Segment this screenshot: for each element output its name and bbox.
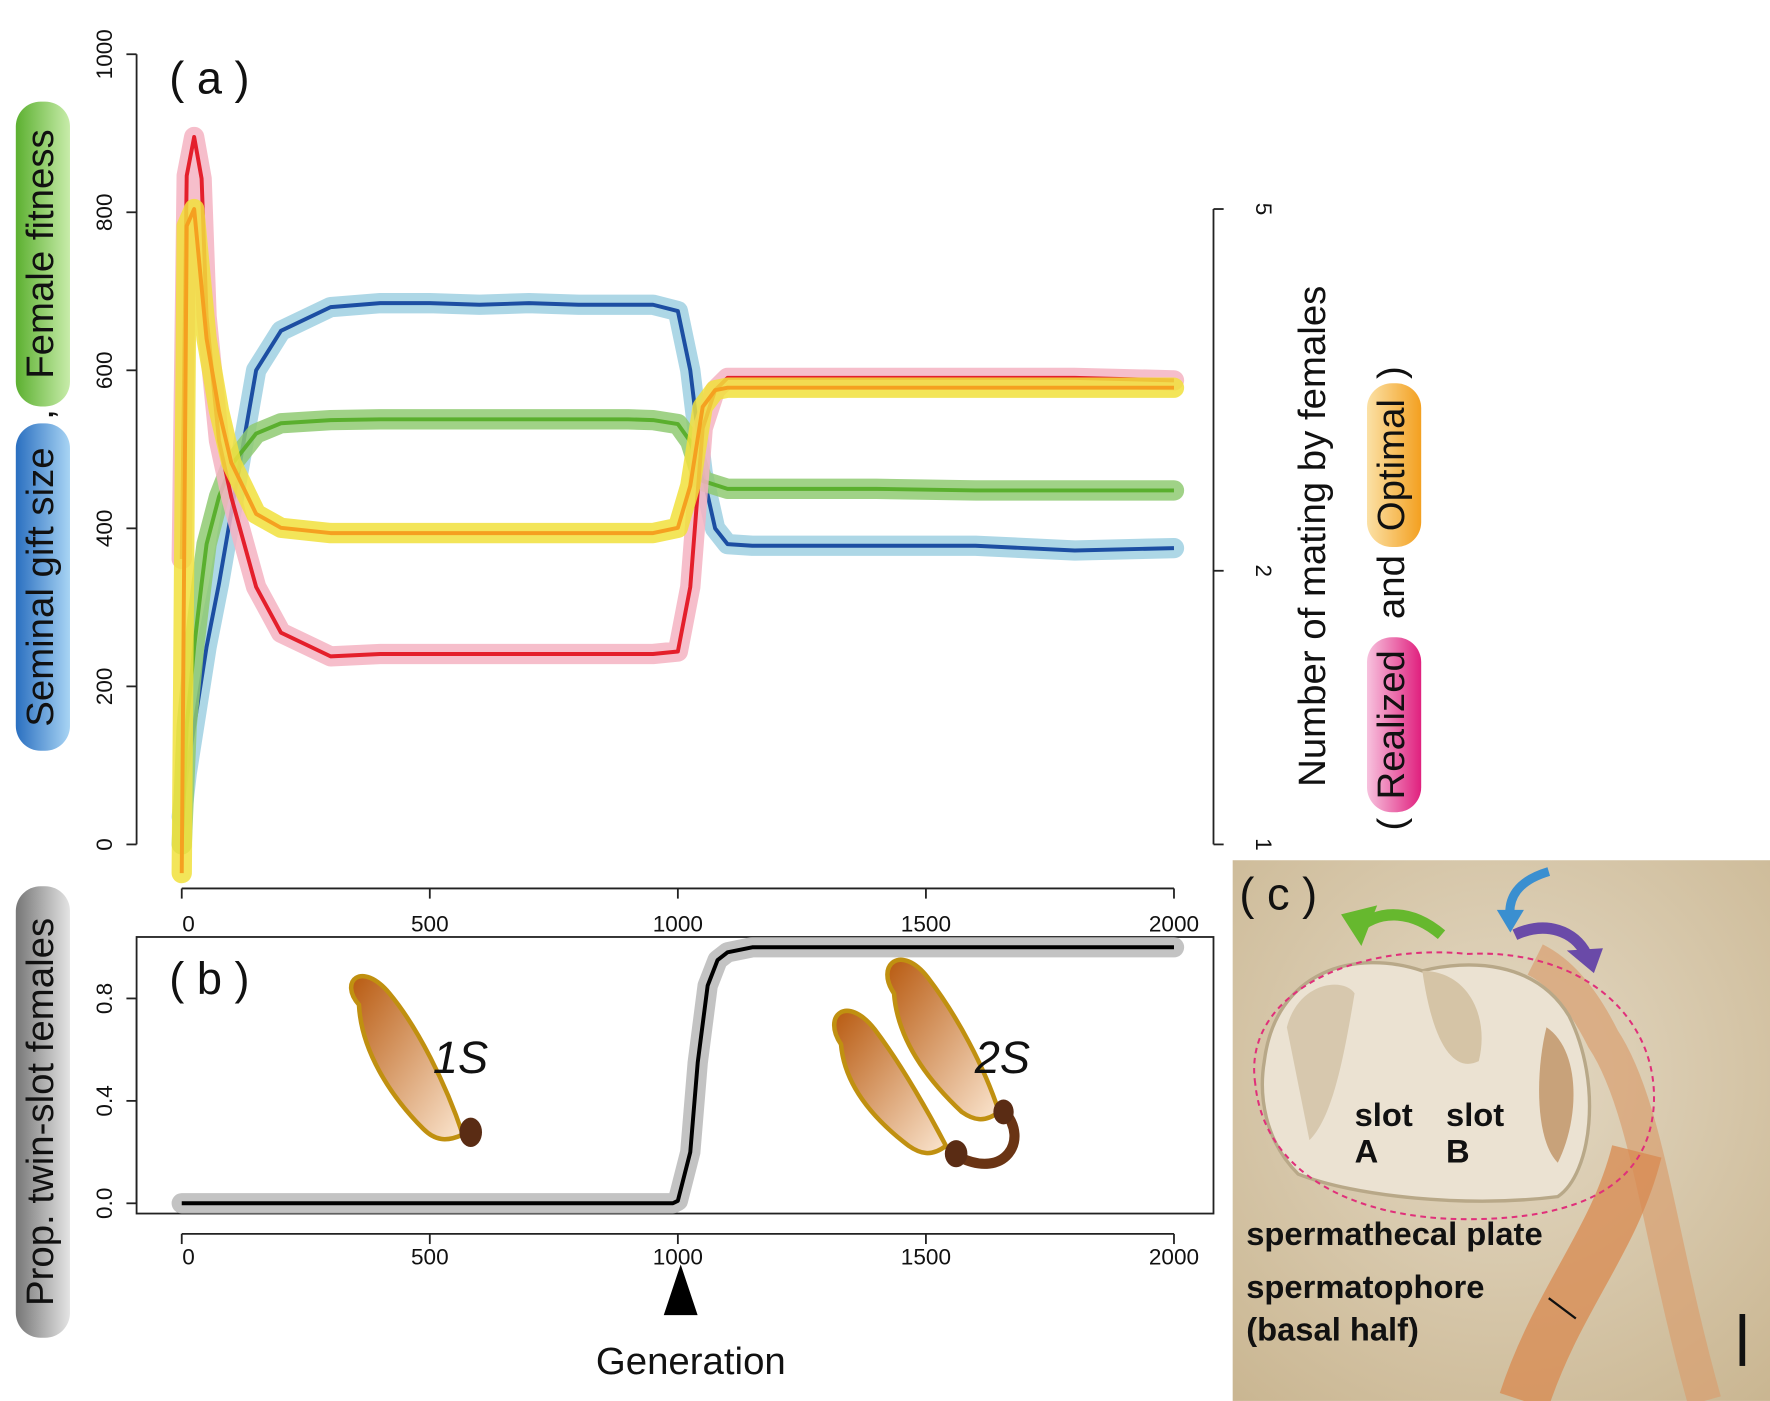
photo-spermatophore	[1499, 1144, 1662, 1401]
y-tick-label: 200	[92, 668, 117, 706]
y-axis-label: Female fitness	[19, 129, 62, 379]
photo-structure	[1539, 1027, 1574, 1163]
x-tick-label: 2000	[1149, 912, 1199, 937]
x-tick-label: 1000	[653, 912, 703, 937]
panel-label: ( a )	[169, 52, 249, 103]
x-tick-label: 1500	[901, 1245, 951, 1270]
x-tick-label: 0	[182, 1245, 195, 1270]
y-tick-label: 0	[92, 838, 117, 851]
panel-label: ( c )	[1239, 868, 1317, 919]
photo-label: B	[1446, 1132, 1470, 1169]
y2-axis-label: Optimal	[1370, 399, 1413, 531]
photo-structure	[1286, 984, 1355, 1141]
y2-axis-label: and	[1370, 555, 1413, 619]
x-tick-label: 0	[182, 912, 195, 937]
arrow-blue-head	[1496, 909, 1524, 933]
y-tick-label: 0.8	[92, 983, 117, 1014]
x-tick-label: 1000	[653, 1245, 703, 1270]
y-tick-label: 0.0	[92, 1188, 117, 1219]
y2-axis-label: (	[1370, 817, 1413, 830]
scale-bar	[1739, 1314, 1746, 1366]
series-line	[179, 301, 1175, 817]
photo-label: spermatophore	[1246, 1268, 1484, 1305]
y-tick-label: 0.4	[92, 1085, 117, 1116]
y2-axis-label: Realized	[1370, 650, 1413, 799]
series-line	[179, 207, 1174, 874]
y-axis-label: Seminal gift size	[19, 447, 62, 726]
photo-structure	[1422, 970, 1482, 1064]
photo-label: (basal half)	[1246, 1311, 1419, 1348]
photo-tube	[1527, 944, 1721, 1401]
y-tick-label: 400	[92, 510, 117, 548]
series-line	[181, 945, 1174, 1206]
y-tick-label: 800	[92, 193, 117, 231]
arrow-purple	[1512, 922, 1592, 957]
y-tick-label: 1000	[92, 29, 117, 79]
y2-tick-label: 1	[1251, 838, 1276, 851]
arrow-purple-head	[1566, 948, 1603, 974]
y-axis-label: ,	[19, 409, 62, 420]
x-tick-label: 1500	[901, 912, 951, 937]
arrow-green-head	[1341, 905, 1378, 947]
photo-panel: ( c ) slot A slot B spermathecal plate s…	[1232, 860, 1770, 1401]
generation-marker	[663, 1264, 698, 1316]
x-tick-label: 500	[411, 912, 449, 937]
x-tick-label: 2000	[1149, 1245, 1199, 1270]
annotation: 1S	[433, 1032, 488, 1083]
y-axis-label: Prop. twin-slot females	[19, 918, 62, 1306]
label-pill	[15, 423, 70, 751]
panel-label: ( b )	[169, 953, 249, 1004]
label-pill	[15, 101, 70, 407]
annotation: 2S	[974, 1032, 1030, 1083]
label-pill	[1367, 637, 1422, 813]
y-tick-label: 600	[92, 351, 117, 389]
x-tick-label: 500	[411, 1245, 449, 1270]
y2-tick-label: 2	[1251, 564, 1276, 577]
photo-label: A	[1355, 1132, 1379, 1169]
photo-label: slot	[1355, 1096, 1413, 1133]
label-pill	[1367, 383, 1422, 547]
x-axis-label: Generation	[596, 1340, 786, 1383]
photo-label: slot	[1446, 1096, 1504, 1133]
leader-line	[1548, 1297, 1577, 1320]
y2-axis-label: )	[1370, 366, 1413, 379]
series-line	[179, 417, 1174, 845]
y2-axis-label: Number of mating by females	[1291, 286, 1334, 787]
photo-label: spermathecal plate	[1246, 1215, 1542, 1252]
y2-tick-label: 5	[1251, 203, 1276, 216]
label-pill	[15, 886, 70, 1338]
icon-1s	[348, 973, 483, 1147]
icon-2s	[832, 957, 1020, 1169]
